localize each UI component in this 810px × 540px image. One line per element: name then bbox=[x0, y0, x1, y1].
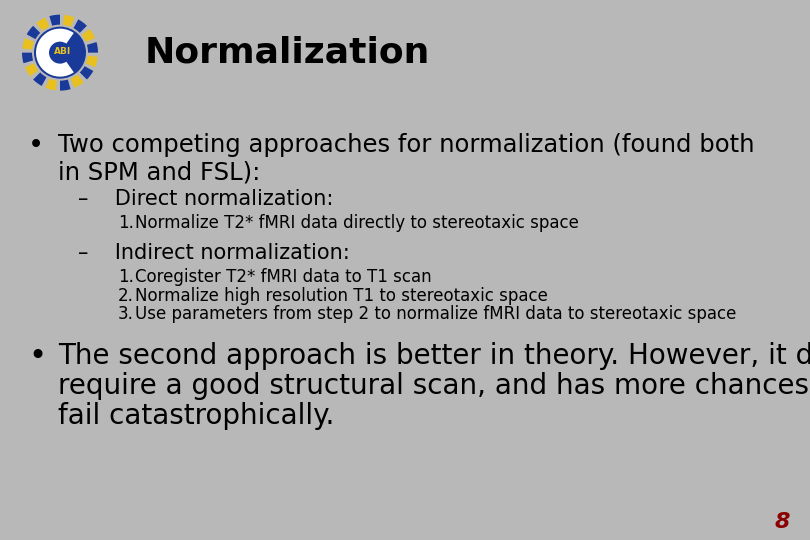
Text: 1.: 1. bbox=[118, 268, 134, 286]
Text: The second approach is better in theory. However, it does: The second approach is better in theory.… bbox=[58, 342, 810, 370]
Wedge shape bbox=[86, 56, 98, 67]
Wedge shape bbox=[36, 29, 74, 77]
Wedge shape bbox=[22, 38, 34, 50]
Wedge shape bbox=[27, 26, 40, 39]
Wedge shape bbox=[74, 19, 87, 33]
Wedge shape bbox=[70, 75, 83, 88]
Text: Coregister T2* fMRI data to T1 scan: Coregister T2* fMRI data to T1 scan bbox=[135, 268, 432, 286]
Text: Normalize T2* fMRI data directly to stereotaxic space: Normalize T2* fMRI data directly to ster… bbox=[135, 214, 579, 232]
Text: 3.: 3. bbox=[118, 305, 134, 323]
Text: •: • bbox=[28, 342, 46, 371]
Text: –    Direct normalization:: – Direct normalization: bbox=[78, 189, 334, 209]
Circle shape bbox=[34, 26, 86, 79]
Text: Normalization: Normalization bbox=[145, 36, 430, 70]
Text: 2.: 2. bbox=[118, 287, 134, 305]
Wedge shape bbox=[49, 15, 60, 26]
Wedge shape bbox=[87, 42, 98, 53]
Wedge shape bbox=[80, 66, 93, 79]
Wedge shape bbox=[36, 17, 49, 31]
Wedge shape bbox=[33, 72, 46, 86]
Text: ABI: ABI bbox=[54, 47, 71, 56]
Text: 8: 8 bbox=[774, 512, 790, 532]
Text: 1.: 1. bbox=[118, 214, 134, 232]
Wedge shape bbox=[45, 78, 57, 90]
Text: –    Indirect normalization:: – Indirect normalization: bbox=[78, 243, 350, 264]
Text: •: • bbox=[28, 133, 44, 159]
Text: fail catastrophically.: fail catastrophically. bbox=[58, 402, 335, 430]
Wedge shape bbox=[25, 63, 38, 76]
Wedge shape bbox=[60, 79, 70, 91]
Wedge shape bbox=[63, 15, 75, 27]
Text: in SPM and FSL):: in SPM and FSL): bbox=[58, 160, 260, 185]
Text: Normalize high resolution T1 to stereotaxic space: Normalize high resolution T1 to stereota… bbox=[135, 287, 548, 305]
Text: require a good structural scan, and has more chances to: require a good structural scan, and has … bbox=[58, 372, 810, 400]
Wedge shape bbox=[22, 52, 33, 63]
Text: Two competing approaches for normalization (found both: Two competing approaches for normalizati… bbox=[58, 133, 754, 157]
Wedge shape bbox=[82, 29, 95, 42]
Text: Use parameters from step 2 to normalize fMRI data to stereotaxic space: Use parameters from step 2 to normalize … bbox=[135, 305, 736, 323]
